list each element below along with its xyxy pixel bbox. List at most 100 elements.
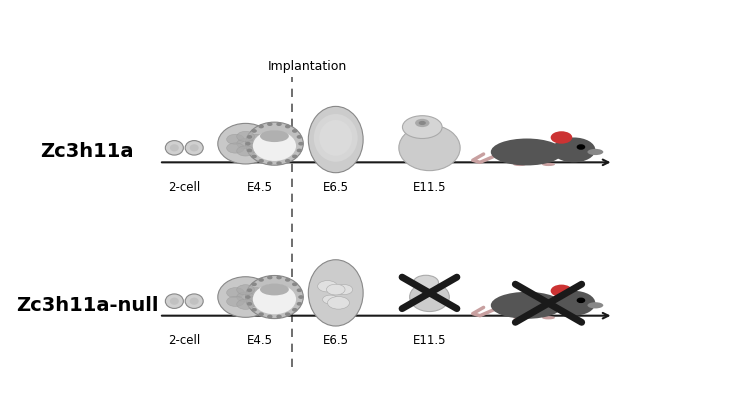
Text: 2-cell: 2-cell bbox=[168, 181, 201, 194]
Text: E11.5: E11.5 bbox=[413, 334, 446, 347]
Ellipse shape bbox=[170, 297, 179, 305]
Circle shape bbox=[248, 136, 251, 138]
Ellipse shape bbox=[318, 281, 337, 292]
Ellipse shape bbox=[247, 288, 265, 298]
Ellipse shape bbox=[402, 116, 442, 139]
Circle shape bbox=[286, 313, 289, 315]
Text: Implantation: Implantation bbox=[267, 60, 346, 73]
Ellipse shape bbox=[260, 284, 289, 295]
Circle shape bbox=[292, 283, 297, 286]
Circle shape bbox=[552, 291, 595, 316]
Circle shape bbox=[298, 289, 301, 291]
Ellipse shape bbox=[236, 139, 254, 149]
Ellipse shape bbox=[413, 275, 439, 290]
Ellipse shape bbox=[308, 106, 363, 173]
Ellipse shape bbox=[227, 134, 244, 144]
Circle shape bbox=[259, 313, 263, 315]
Ellipse shape bbox=[218, 277, 273, 318]
Circle shape bbox=[286, 160, 289, 162]
Circle shape bbox=[252, 130, 256, 132]
Ellipse shape bbox=[236, 146, 254, 156]
Text: Zc3h11a-null: Zc3h11a-null bbox=[16, 296, 158, 315]
Text: E6.5: E6.5 bbox=[323, 181, 348, 194]
Text: E6.5: E6.5 bbox=[323, 334, 348, 347]
Ellipse shape bbox=[308, 260, 363, 326]
Ellipse shape bbox=[245, 276, 304, 319]
Ellipse shape bbox=[247, 296, 265, 307]
Circle shape bbox=[415, 119, 430, 127]
Text: E11.5: E11.5 bbox=[413, 181, 446, 194]
Text: Zc3h11a: Zc3h11a bbox=[40, 142, 134, 161]
Circle shape bbox=[292, 309, 297, 311]
Circle shape bbox=[248, 149, 251, 152]
Circle shape bbox=[298, 149, 301, 152]
Ellipse shape bbox=[166, 141, 184, 155]
Ellipse shape bbox=[166, 294, 184, 308]
Ellipse shape bbox=[399, 125, 460, 171]
Ellipse shape bbox=[314, 114, 357, 162]
Circle shape bbox=[577, 298, 585, 302]
Ellipse shape bbox=[227, 296, 244, 307]
Ellipse shape bbox=[185, 294, 203, 308]
Ellipse shape bbox=[410, 283, 449, 312]
Ellipse shape bbox=[327, 284, 345, 295]
Circle shape bbox=[277, 123, 281, 125]
Circle shape bbox=[577, 145, 585, 149]
Circle shape bbox=[259, 125, 263, 128]
Ellipse shape bbox=[542, 316, 555, 320]
Circle shape bbox=[252, 309, 256, 311]
Ellipse shape bbox=[227, 143, 244, 153]
Text: E4.5: E4.5 bbox=[247, 181, 273, 194]
Circle shape bbox=[252, 283, 256, 286]
Circle shape bbox=[268, 162, 272, 164]
Circle shape bbox=[551, 131, 572, 144]
Ellipse shape bbox=[513, 163, 526, 166]
Ellipse shape bbox=[189, 297, 198, 305]
Ellipse shape bbox=[170, 144, 179, 152]
Ellipse shape bbox=[189, 144, 198, 152]
Circle shape bbox=[277, 276, 281, 278]
Ellipse shape bbox=[542, 163, 555, 166]
Ellipse shape bbox=[587, 302, 604, 308]
Circle shape bbox=[268, 123, 272, 125]
Circle shape bbox=[298, 136, 301, 138]
Ellipse shape bbox=[185, 141, 203, 155]
Ellipse shape bbox=[322, 295, 338, 304]
Ellipse shape bbox=[587, 149, 604, 155]
Circle shape bbox=[259, 160, 263, 162]
Ellipse shape bbox=[227, 288, 244, 298]
Ellipse shape bbox=[247, 134, 265, 144]
Ellipse shape bbox=[253, 284, 296, 314]
Ellipse shape bbox=[253, 131, 296, 161]
Ellipse shape bbox=[335, 284, 353, 294]
Text: 2-cell: 2-cell bbox=[168, 334, 201, 347]
Ellipse shape bbox=[218, 123, 273, 164]
Circle shape bbox=[277, 315, 281, 318]
Ellipse shape bbox=[236, 285, 254, 295]
Ellipse shape bbox=[245, 122, 304, 165]
Ellipse shape bbox=[319, 120, 352, 156]
Circle shape bbox=[286, 125, 289, 128]
Ellipse shape bbox=[236, 299, 254, 310]
Ellipse shape bbox=[491, 139, 563, 165]
Circle shape bbox=[552, 137, 595, 163]
Circle shape bbox=[298, 303, 301, 305]
Circle shape bbox=[248, 303, 251, 305]
Circle shape bbox=[252, 155, 256, 158]
Circle shape bbox=[277, 162, 281, 164]
Circle shape bbox=[286, 279, 289, 281]
Ellipse shape bbox=[491, 292, 563, 319]
Ellipse shape bbox=[260, 130, 289, 142]
Circle shape bbox=[268, 276, 272, 278]
Circle shape bbox=[248, 289, 251, 291]
Circle shape bbox=[246, 296, 250, 298]
Circle shape bbox=[419, 121, 426, 125]
Circle shape bbox=[299, 296, 303, 298]
Ellipse shape bbox=[513, 316, 526, 320]
Ellipse shape bbox=[327, 297, 349, 309]
Circle shape bbox=[246, 142, 250, 145]
Ellipse shape bbox=[247, 143, 265, 153]
Text: E4.5: E4.5 bbox=[247, 334, 273, 347]
Circle shape bbox=[268, 315, 272, 318]
Ellipse shape bbox=[236, 292, 254, 302]
